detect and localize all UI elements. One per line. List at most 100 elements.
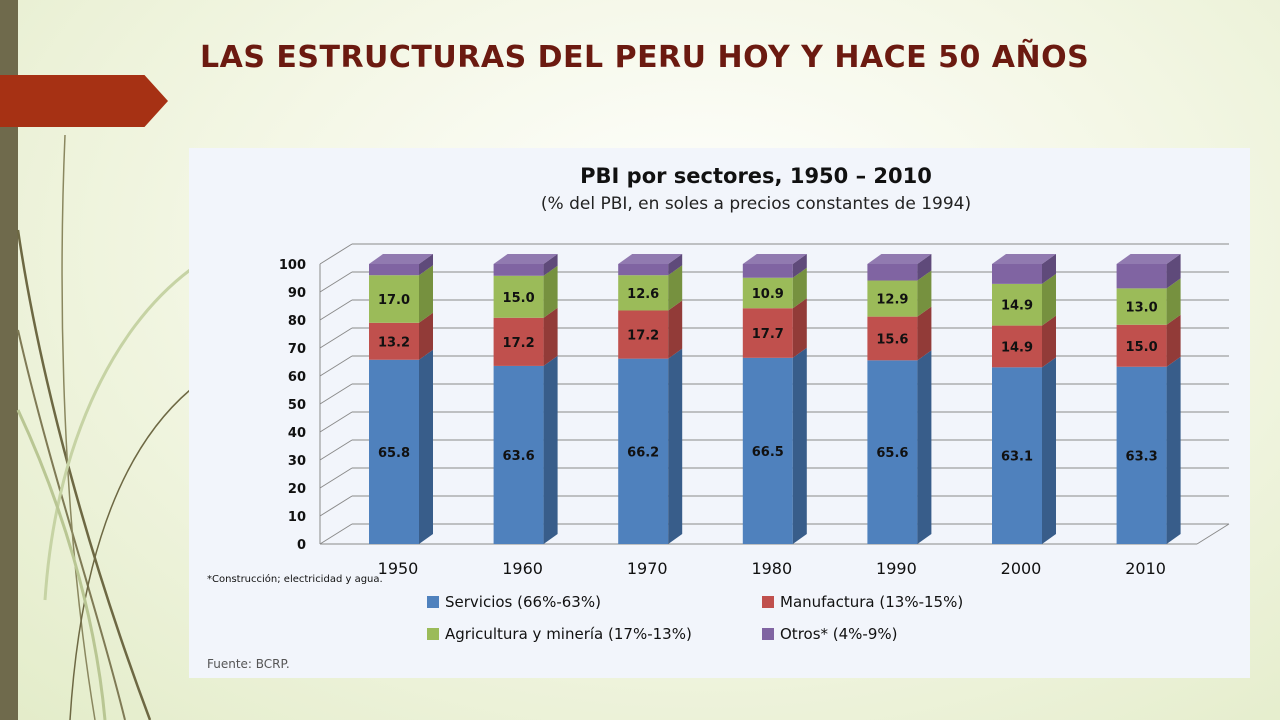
- data-label: 17.7: [752, 327, 784, 342]
- bar-segment-front: [867, 316, 918, 361]
- decorative-curves: [16, 134, 191, 720]
- bar-segment-front: [618, 275, 669, 311]
- bar-segment-front: [369, 359, 419, 544]
- legend-label: Manufactura (13%-15%): [780, 593, 963, 611]
- bar-top: [742, 254, 807, 264]
- bar-segment-side: [543, 355, 558, 544]
- legend: Servicios (66%-63%) Manufactura (13%-15%)…: [427, 593, 963, 643]
- bar-segment-front: [493, 317, 544, 366]
- bar-top: [1116, 254, 1181, 264]
- bar-segment-front: [493, 365, 544, 544]
- chart-source: Fuente: BCRP.: [207, 657, 290, 671]
- bar-segment-side: [668, 300, 683, 359]
- floor-right-edge: [1196, 523, 1230, 545]
- data-label: 17.2: [503, 336, 535, 351]
- data-label: 14.9: [1001, 299, 1033, 314]
- data-label: 14.9: [1001, 340, 1033, 355]
- data-label: 63.3: [1126, 449, 1158, 464]
- gridline-depth: [319, 355, 353, 377]
- bar-segment-front: [867, 264, 918, 281]
- bar-segment-side: [792, 254, 807, 278]
- gridline-depth: [319, 327, 353, 349]
- y-tick-label: 10: [288, 510, 306, 525]
- data-label: 65.6: [876, 446, 908, 461]
- bar-segment-front: [742, 308, 793, 358]
- slide-title: LAS ESTRUCTURAS DEL PERU HOY Y HACE 50 A…: [200, 40, 1090, 75]
- bar-segment-side: [792, 267, 807, 309]
- bar-segment-front: [992, 367, 1042, 544]
- data-label: 66.2: [627, 445, 659, 460]
- x-category-label: 1960: [502, 559, 543, 578]
- y-tick-label: 50: [288, 398, 306, 413]
- x-category-label: 1980: [751, 559, 792, 578]
- y-tick-label: 70: [288, 342, 306, 357]
- bar-segment-front: [493, 264, 544, 276]
- bar-segment-front: [742, 277, 793, 309]
- chart-footnote: *Construcción; electricidad y agua.: [207, 573, 383, 585]
- legend-swatch: [427, 596, 439, 608]
- x-axis: 1950 1960 1970 1980 1990 2000 2010: [378, 559, 1166, 578]
- stacked-bar-chart: PBI por sectores, 1950 – 2010 (% del PBI…: [207, 164, 1230, 671]
- bar-segment-side: [917, 350, 932, 544]
- gridline-depth: [319, 271, 353, 293]
- bar-segment-front: [1116, 366, 1167, 544]
- bar-segment-side: [1166, 356, 1181, 544]
- y-tick-label: 80: [288, 314, 306, 329]
- bar-segment-front: [867, 280, 918, 317]
- bar-segment-side: [668, 348, 683, 544]
- gridline-depth: [319, 523, 353, 545]
- data-label: 17.0: [378, 293, 410, 308]
- data-label: 10.9: [752, 287, 784, 302]
- legend-label: Servicios (66%-63%): [445, 593, 601, 611]
- data-label: 17.2: [627, 329, 659, 344]
- data-label: 15.0: [1126, 340, 1158, 355]
- bar-segment-side: [543, 307, 558, 366]
- x-category-label: 1990: [876, 559, 917, 578]
- bar-segment-front: [992, 264, 1042, 284]
- bar-segment-side: [1042, 357, 1056, 544]
- legend-label: Agricultura y minería (17%-13%): [445, 625, 692, 643]
- data-label: 63.1: [1001, 450, 1033, 465]
- bar-segment-side: [1042, 273, 1056, 326]
- bar-segment-front: [618, 264, 669, 276]
- bar-segment-side: [419, 265, 433, 323]
- y-tick-label: 100: [279, 258, 306, 273]
- data-label: 13.0: [1126, 301, 1158, 316]
- bar-segment-front: [742, 264, 793, 278]
- bar-top: [369, 254, 433, 264]
- x-category-label: 2010: [1125, 559, 1166, 578]
- bars: [369, 254, 1181, 544]
- bar-segment-front: [1116, 288, 1167, 325]
- gridline-depth: [319, 495, 353, 517]
- gridline-depth: [319, 411, 353, 433]
- gridline-depth: [319, 383, 353, 405]
- bar-segment-side: [668, 265, 683, 311]
- bar-segment-side: [1166, 278, 1181, 325]
- bar-segment-side: [668, 254, 683, 276]
- bar-segment-front: [1116, 324, 1167, 367]
- x-category-label: 2000: [1001, 559, 1042, 578]
- data-label: 15.6: [876, 332, 908, 347]
- chart-title: PBI por sectores, 1950 – 2010: [580, 164, 932, 188]
- bar-segment-front: [369, 275, 419, 323]
- x-category-label: 1950: [378, 559, 419, 578]
- bar-top: [618, 254, 683, 264]
- legend-swatch: [762, 596, 774, 608]
- y-tick-label: 30: [288, 454, 306, 469]
- bar-segment-front: [369, 264, 419, 276]
- bar-segment-front: [867, 360, 918, 544]
- y-tick-label: 90: [288, 286, 306, 301]
- bar-segment-side: [1166, 314, 1181, 367]
- bar-segment-side: [419, 349, 433, 544]
- chart-subtitle: (% del PBI, en soles a precios constante…: [541, 194, 971, 214]
- gridline-depth: [319, 439, 353, 461]
- bar-segment-side: [1042, 315, 1056, 368]
- gridline-depth: [319, 299, 353, 321]
- bar-segment-front: [992, 325, 1042, 368]
- chart-panel: PBI por sectores, 1950 – 2010 (% del PBI…: [189, 148, 1250, 678]
- title-arrow-tag: [0, 75, 168, 127]
- y-tick-label: 60: [288, 370, 306, 385]
- bar-top: [992, 254, 1056, 264]
- bar-segment-side: [419, 312, 433, 360]
- bar-segment-front: [742, 357, 793, 544]
